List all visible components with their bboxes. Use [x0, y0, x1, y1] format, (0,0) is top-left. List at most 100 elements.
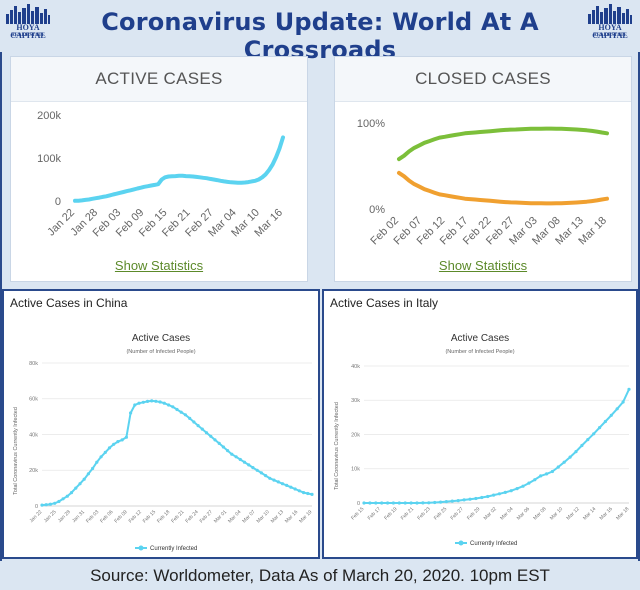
- series-line-0: [41, 399, 313, 507]
- y-tick-label: 0%: [369, 204, 385, 216]
- y-tick-label: 0: [35, 504, 38, 510]
- data-point: [99, 455, 103, 459]
- data-point: [226, 449, 230, 453]
- china-panel: Active Cases in China Active Cases (Numb…: [2, 289, 320, 559]
- data-point: [53, 501, 57, 505]
- china-chart-title: Active Cases: [132, 333, 190, 344]
- china-chart-subtitle: (Number of Infected People): [126, 349, 195, 355]
- x-tick-label: Mar 13: [270, 509, 285, 524]
- data-point: [586, 438, 590, 442]
- data-point: [175, 407, 179, 412]
- data-point: [247, 463, 251, 467]
- data-point: [192, 420, 196, 424]
- china-legend-label: Currently Infected: [150, 546, 197, 552]
- china-legend: Currently Infected: [135, 545, 197, 552]
- closed-cases-panel: CLOSED CASES 0% 100% Feb 02 Feb 07 Feb 12 Feb…: [334, 56, 632, 282]
- data-point: [280, 482, 285, 486]
- y-tick-label: 20k: [351, 432, 360, 438]
- data-point: [391, 501, 395, 505]
- hoya-capital-logo: HOYA CAPITAL REAL ESTATE: [4, 4, 52, 44]
- data-point: [120, 438, 124, 442]
- x-tick-label: Jan 28: [57, 509, 72, 524]
- data-point: [188, 416, 192, 420]
- x-tick-label: Jan 22: [29, 509, 44, 524]
- x-tick-label: Feb 27: [199, 509, 214, 524]
- italy-panel: Active Cases in Italy Active Cases (Numb…: [322, 289, 638, 559]
- data-point: [580, 443, 584, 448]
- x-tick-label: Feb 25: [433, 506, 448, 521]
- data-point: [234, 455, 238, 459]
- data-point: [421, 501, 425, 505]
- x-tick-label: Feb 23: [416, 506, 431, 521]
- active-cases-panel: ACTIVE CASES 0 100k 200k Jan 22 Jan 28 Feb 03…: [10, 56, 308, 282]
- y-tick-label: 10k: [351, 467, 360, 473]
- italy-chart-title: Active Cases: [451, 333, 509, 344]
- show-statistics-link[interactable]: Show Statistics: [114, 258, 204, 273]
- data-point: [272, 478, 276, 482]
- data-point: [297, 489, 301, 493]
- data-point: [145, 399, 150, 403]
- data-point: [568, 455, 572, 459]
- series-line-0: [363, 388, 630, 504]
- data-point: [444, 500, 448, 504]
- data-point: [162, 401, 166, 405]
- data-point: [450, 499, 454, 503]
- data-point: [154, 399, 158, 403]
- data-point: [462, 498, 466, 502]
- data-point: [306, 491, 310, 496]
- x-tick-label: Mar 12: [565, 506, 580, 521]
- x-tick-label: Feb 24: [184, 509, 199, 524]
- china-heading: Active Cases in China: [10, 296, 128, 310]
- data-point: [397, 501, 401, 505]
- data-point: [550, 469, 554, 474]
- data-point: [259, 471, 263, 475]
- x-tick-label: Feb 21: [400, 506, 415, 521]
- data-point: [150, 399, 154, 403]
- data-point: [133, 403, 137, 407]
- series-line-1: [397, 170, 609, 206]
- x-tick-label: Mar 06: [516, 506, 531, 521]
- legend-marker-icon: [138, 545, 144, 551]
- data-point: [474, 496, 478, 501]
- logo-line1: HOYA CAPITAL: [592, 23, 628, 40]
- china-chart: Active Cases (Number of Infected People)…: [13, 333, 314, 552]
- data-point: [503, 490, 507, 494]
- y-tick-label: 0: [357, 501, 360, 507]
- italy-legend: Currently Infected: [455, 540, 517, 547]
- data-point: [609, 413, 613, 417]
- data-point: [242, 460, 247, 464]
- x-tick-label: Feb 27: [450, 506, 465, 521]
- data-point: [310, 492, 314, 496]
- x-tick-label: Mar 18: [615, 506, 630, 521]
- active-cases-heading: ACTIVE CASES: [11, 57, 307, 102]
- data-point: [603, 419, 607, 424]
- data-point: [615, 407, 619, 411]
- data-point: [129, 411, 133, 415]
- data-point: [574, 450, 578, 454]
- data-point: [61, 497, 65, 501]
- data-point: [48, 502, 53, 506]
- data-point: [95, 460, 99, 464]
- data-point: [103, 450, 107, 454]
- x-tick-label: Feb 03: [85, 509, 100, 524]
- data-point: [255, 468, 259, 472]
- x-tick-label: Mar 10: [549, 506, 564, 521]
- series-line-0: [397, 126, 609, 162]
- show-statistics-link[interactable]: Show Statistics: [438, 258, 528, 273]
- x-tick-label: Mar 07: [241, 509, 256, 524]
- italy-legend-label: Currently Infected: [470, 541, 517, 547]
- y-tick-label: 20k: [29, 468, 38, 474]
- y-tick-label: 30k: [351, 398, 360, 404]
- data-point: [78, 482, 82, 486]
- data-point: [545, 472, 549, 476]
- italy-chart: Active Cases (Number of Infected People)…: [334, 333, 631, 547]
- header: HOYA CAPITAL REAL ESTATE Coronavirus Upd…: [0, 0, 640, 64]
- data-point: [592, 432, 596, 436]
- x-tick-label: Feb 12: [128, 509, 143, 524]
- x-tick-label: Feb 15: [350, 506, 365, 521]
- x-tick-label: Mar 10: [256, 509, 271, 524]
- data-point: [621, 400, 625, 404]
- series-line-0: [73, 135, 285, 203]
- data-point: [251, 466, 255, 470]
